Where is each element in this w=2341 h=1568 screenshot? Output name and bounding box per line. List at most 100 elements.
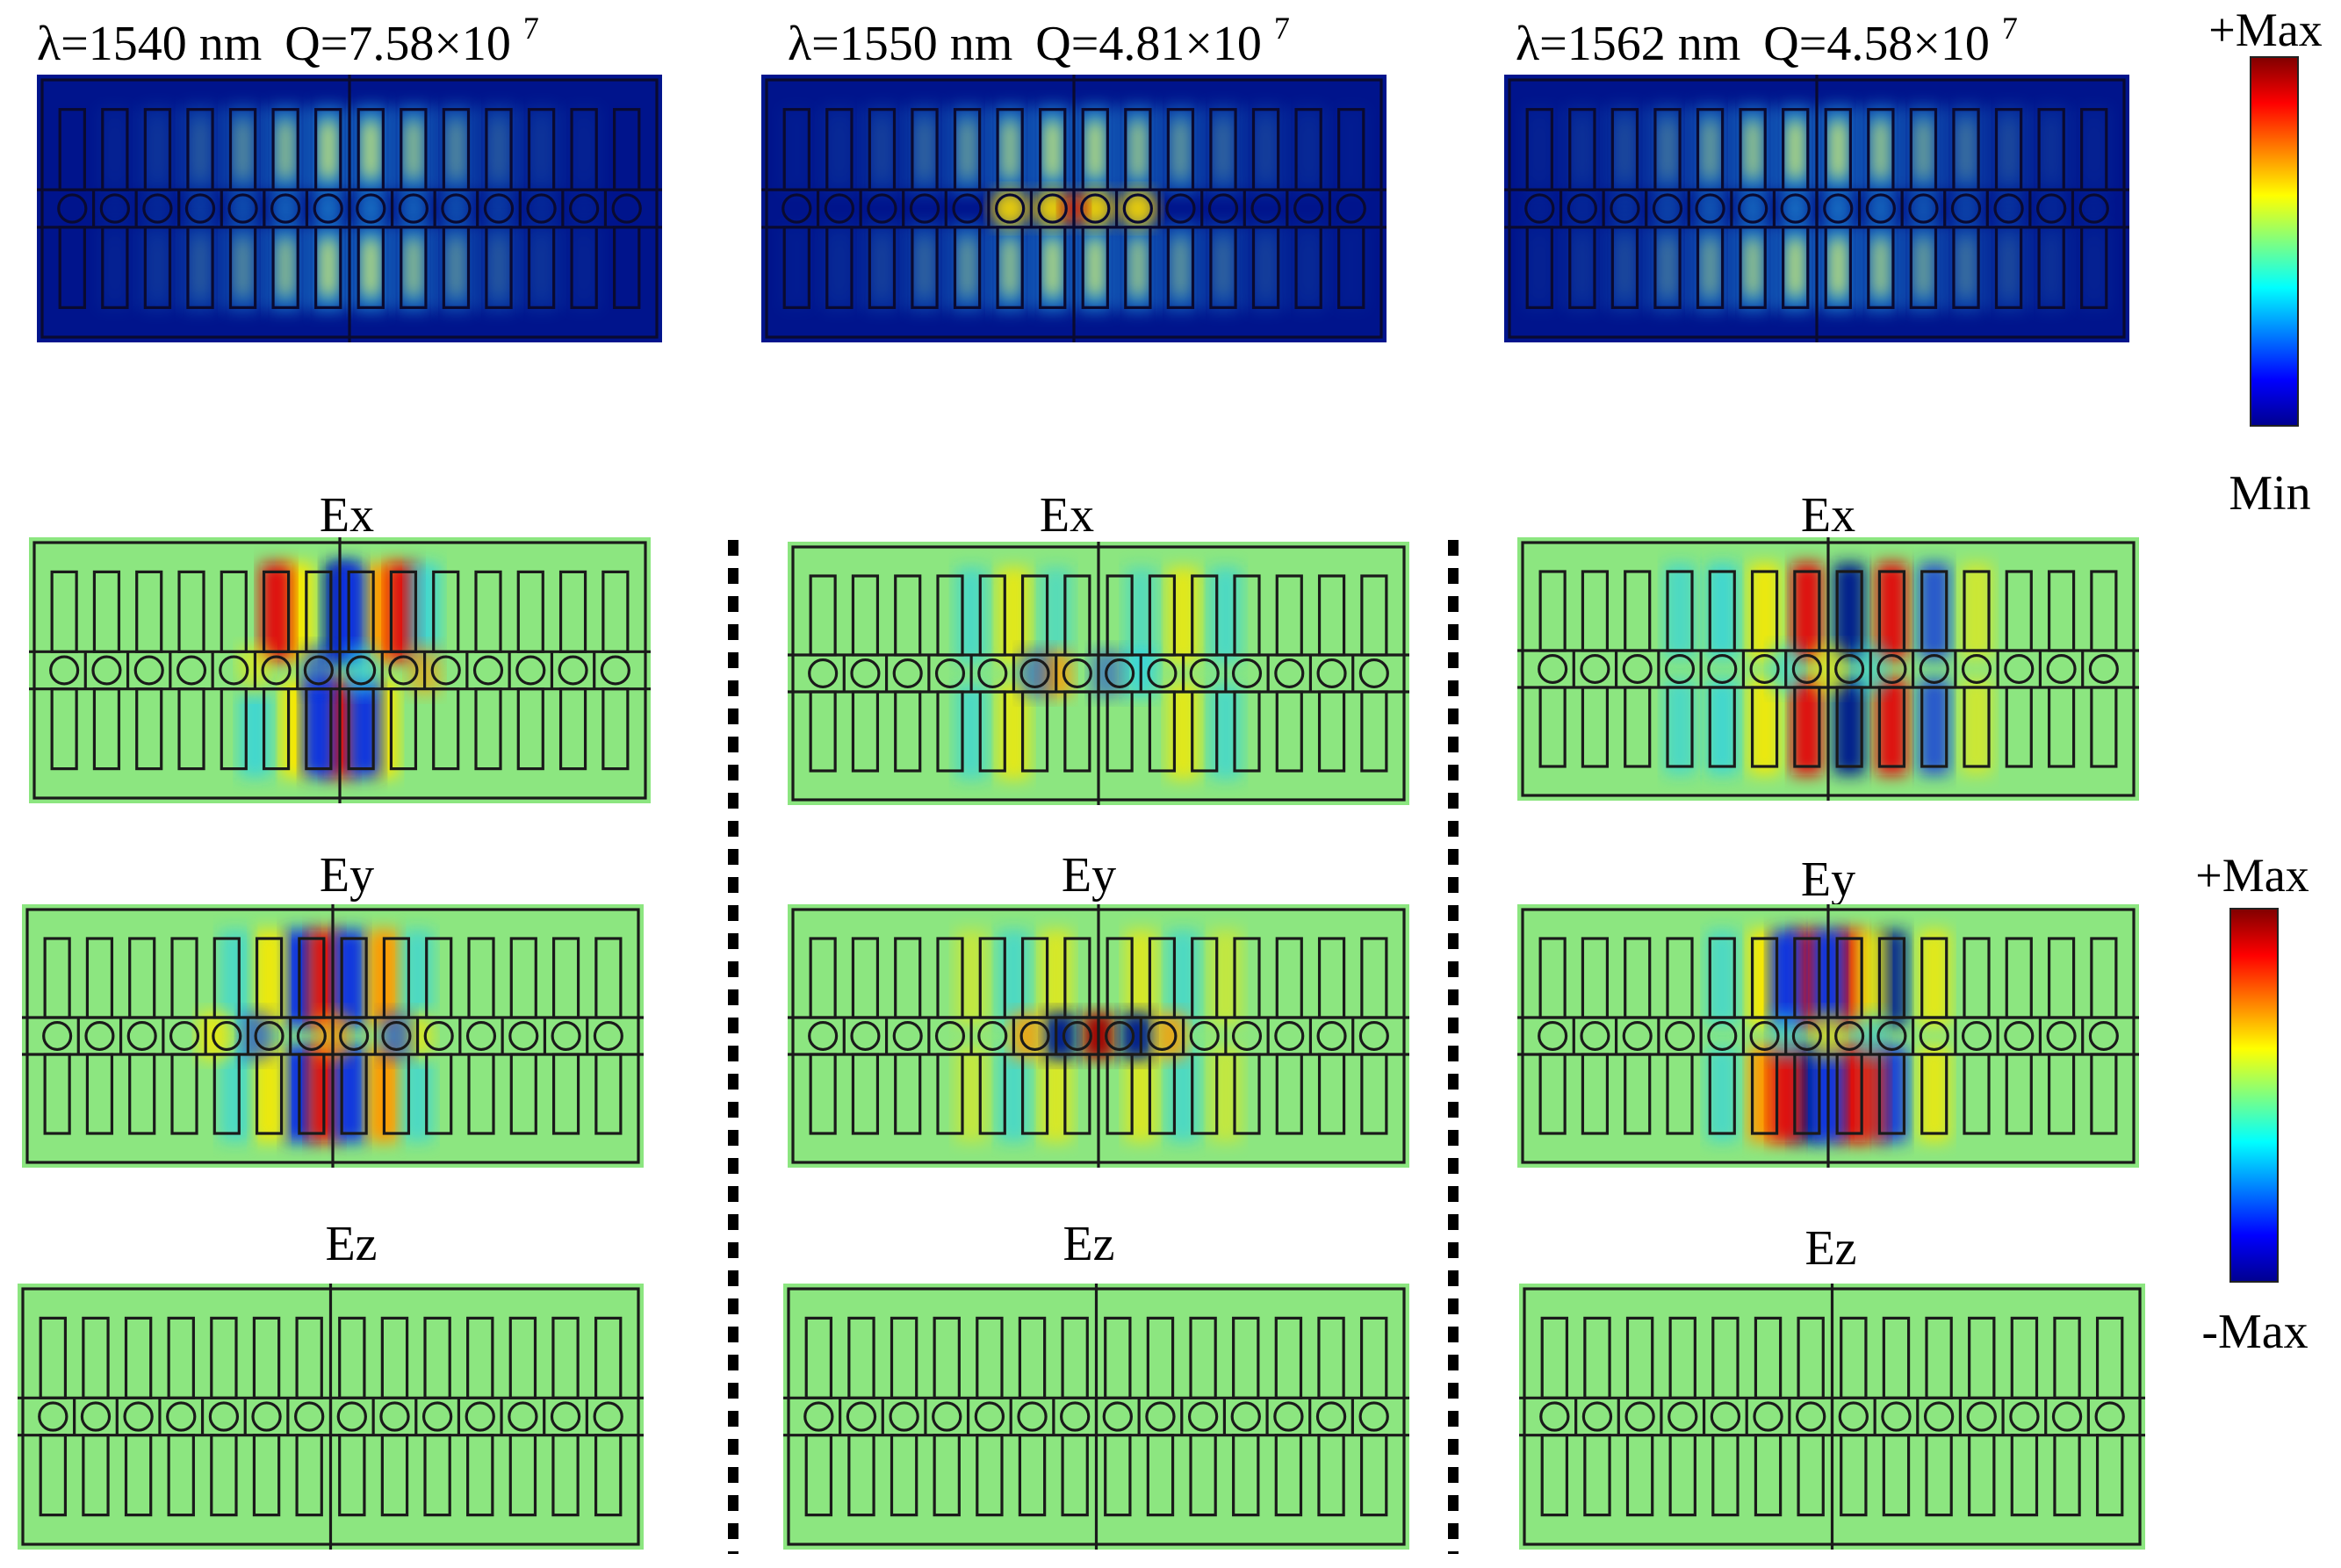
- field-lobe: [1748, 563, 1781, 659]
- rod-top: [1189, 1316, 1217, 1399]
- panel-intensity-2: [761, 75, 1387, 342]
- rod-bottom: [1146, 1434, 1175, 1517]
- rod-top: [1739, 108, 1767, 191]
- intensity-hotspot: [1957, 239, 1975, 296]
- hole: [1358, 1401, 1389, 1432]
- rod-top: [1750, 570, 1779, 652]
- hole: [1274, 658, 1305, 689]
- hole: [892, 1020, 923, 1052]
- rod-bottom: [338, 1434, 366, 1517]
- rod-bottom: [1039, 226, 1067, 309]
- rod-bottom: [485, 226, 513, 309]
- rod-bottom: [314, 226, 342, 309]
- rod-top: [2053, 1316, 2081, 1399]
- intensity-hotspot: [405, 121, 421, 178]
- rod-bottom: [2037, 226, 2065, 309]
- hole: [1189, 658, 1220, 689]
- field-lobe: [998, 1046, 1030, 1142]
- hole: [166, 1401, 197, 1432]
- hole: [889, 1401, 919, 1432]
- component-label-ex-col2: Ex: [1040, 488, 1094, 543]
- rod-bottom: [382, 1053, 411, 1135]
- field-lobe: [1790, 679, 1823, 775]
- intensity-hotspot: [277, 121, 294, 178]
- intensity-glow-center: [1695, 193, 1725, 224]
- rod-bottom: [1666, 686, 1694, 768]
- rod-top: [423, 1316, 451, 1399]
- intensity-hotspot: [1002, 239, 1019, 296]
- rod-bottom: [170, 1053, 198, 1135]
- rod-top: [1624, 937, 1652, 1019]
- rod-top: [2010, 1316, 2039, 1399]
- rod-top: [825, 108, 854, 191]
- hole: [932, 1401, 962, 1432]
- rod-top: [1148, 574, 1177, 657]
- rod-top: [1233, 937, 1261, 1019]
- hole: [508, 1020, 539, 1052]
- rod-bottom: [1020, 1053, 1049, 1135]
- rod-bottom: [1233, 1053, 1261, 1135]
- intensity-hotspot: [1915, 121, 1932, 178]
- hole: [294, 1401, 325, 1432]
- rod-bottom: [1583, 1434, 1611, 1517]
- rod-bottom: [570, 226, 598, 309]
- hole: [1610, 193, 1640, 224]
- rod-top: [1963, 937, 1991, 1019]
- rod-top: [1666, 570, 1694, 652]
- rod-bottom: [1963, 1053, 1991, 1135]
- rod-bottom: [1952, 226, 1980, 309]
- intensity-hotspot: [2043, 239, 2060, 296]
- rod-top: [1968, 1316, 1996, 1399]
- intensity-glow-center: [1865, 193, 1896, 224]
- intensity-glow-center: [1908, 193, 1939, 224]
- hole: [398, 193, 429, 224]
- field-lobe: [1876, 563, 1908, 659]
- rod-top: [1232, 1316, 1260, 1399]
- rod-bottom: [1317, 1434, 1345, 1517]
- rod-top: [894, 937, 922, 1019]
- hole: [846, 1401, 877, 1432]
- hole: [465, 1401, 495, 1432]
- rod-top: [1835, 937, 1863, 1019]
- hole: [952, 193, 983, 224]
- intensity-hotspot: [363, 121, 379, 178]
- hole: [1230, 1401, 1261, 1432]
- rod-top: [1039, 108, 1067, 191]
- rod-top: [2047, 937, 2076, 1019]
- rod-top: [262, 570, 291, 653]
- rod-top: [124, 1316, 153, 1399]
- rod-bottom: [143, 226, 172, 309]
- panel-ey-2: [788, 904, 1409, 1168]
- rod-top: [1750, 937, 1779, 1019]
- device-outline: [788, 542, 1409, 805]
- field-lobe: [1209, 567, 1242, 664]
- intensity-glow-center: [441, 193, 472, 224]
- rod-bottom: [1581, 686, 1610, 768]
- hole: [1189, 1020, 1220, 1052]
- panel-ez-1: [18, 1284, 644, 1550]
- rod-bottom: [1106, 1053, 1134, 1135]
- hole: [133, 655, 164, 686]
- rod-bottom: [1104, 1434, 1132, 1517]
- rod-top: [1867, 108, 1895, 191]
- rod-bottom: [508, 1434, 537, 1517]
- component-label-ey-col3: Ey: [1801, 852, 1855, 907]
- hole: [212, 1020, 242, 1052]
- rod-top: [1668, 1316, 1696, 1399]
- hole: [1707, 1020, 1738, 1052]
- rod-bottom: [2047, 1053, 2076, 1135]
- hole: [593, 1401, 623, 1432]
- rod-top: [1233, 574, 1261, 657]
- rod-bottom: [594, 1434, 623, 1517]
- component-label-ex-col3: Ex: [1801, 488, 1855, 543]
- rod-bottom: [2095, 1434, 2124, 1517]
- rod-top: [255, 937, 284, 1019]
- rod-top: [1317, 1316, 1345, 1399]
- intensity-hotspot: [1702, 121, 1718, 178]
- intensity-hotspot: [916, 121, 933, 178]
- rod-top: [474, 570, 502, 653]
- rod-bottom: [868, 226, 897, 309]
- hole: [2094, 1401, 2125, 1432]
- rod-top: [1708, 570, 1736, 652]
